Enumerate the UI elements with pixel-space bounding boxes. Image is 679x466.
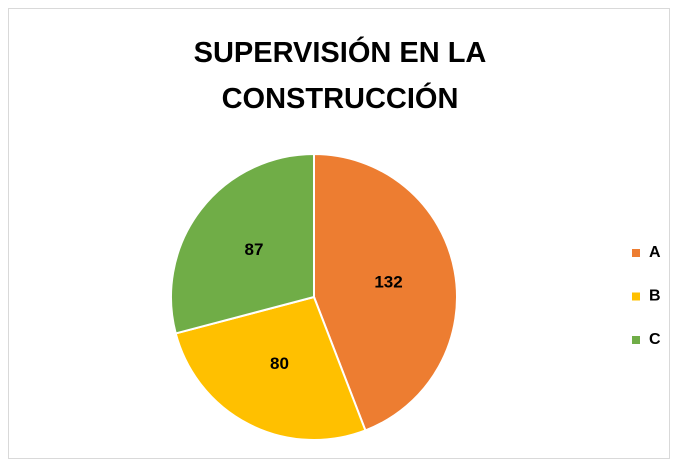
pie-slice — [313, 152, 458, 432]
data-label: 80 — [270, 354, 289, 373]
legend-swatch — [632, 336, 640, 344]
legend-label: C — [649, 331, 661, 348]
data-label: 132 — [374, 273, 402, 292]
legend-label: B — [649, 288, 661, 305]
data-label: 87 — [245, 240, 264, 259]
legend-label: A — [649, 244, 661, 261]
pie-slice — [174, 295, 367, 441]
legend-swatch — [632, 249, 640, 257]
chart-title: SUPERVISIÓN EN LA CONSTRUCCIÓN — [193, 37, 487, 115]
pie-slice — [170, 152, 315, 335]
legend-swatch — [632, 292, 640, 301]
